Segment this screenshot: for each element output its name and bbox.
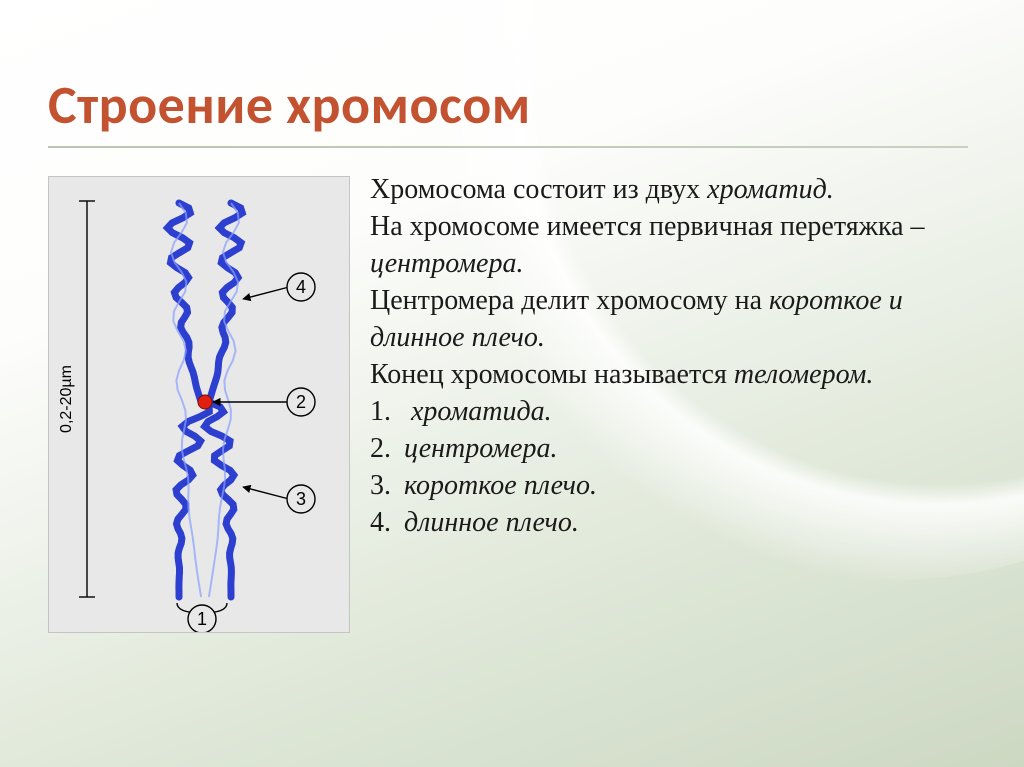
paragraph-3: Центромера делит хромосому на короткое и… — [370, 283, 980, 357]
legend-label: хроматида. — [411, 396, 552, 427]
description-text: Хромосома состоит из двух хроматид. На х… — [370, 172, 980, 542]
paragraph-1: Хромосома состоит из двух хроматид. — [370, 172, 980, 209]
svg-text:1: 1 — [197, 609, 207, 629]
paragraph-2: На хромосоме имеется первичная перетяжка… — [370, 209, 980, 283]
legend-list: 1. хроматида. 2.центромера. 3.короткое п… — [370, 394, 980, 542]
legend-label: короткое плечо. — [404, 470, 597, 501]
p3-plain: Центромера делит хромосому на — [370, 285, 769, 316]
paragraph-4: Конец хромосомы называется теломером. — [370, 357, 980, 394]
svg-text:3: 3 — [296, 489, 306, 509]
p1-term: хроматид. — [707, 174, 834, 205]
legend-label: центромера. — [404, 433, 557, 464]
legend-item-2: 2.центромера. — [370, 431, 980, 468]
legend-item-3: 3.короткое плечо. — [370, 468, 980, 505]
legend-num: 3. — [370, 468, 404, 505]
svg-text:4: 4 — [296, 277, 306, 297]
p2-plain: На хромосоме имеется первичная перетяжка… — [370, 211, 925, 242]
p2-term: центромера. — [370, 248, 523, 279]
p4-plain: Конец хромосомы называется — [370, 359, 734, 390]
chromosome-diagram: 0,2-20µm 1 2 3 4 — [48, 176, 350, 633]
chromosome-svg: 0,2-20µm 1 2 3 4 — [49, 177, 349, 632]
svg-text:2: 2 — [296, 392, 306, 412]
slide-title: Строение хромосом — [48, 72, 531, 138]
legend-num: 4. — [370, 505, 404, 542]
legend-item-1: 1. хроматида. — [370, 394, 980, 431]
p4-term: теломером. — [734, 359, 874, 390]
svg-text:0,2-20µm: 0,2-20µm — [58, 365, 75, 433]
p1-plain: Хромосома состоит из двух — [370, 174, 707, 205]
legend-item-4: 4.длинное плечо. — [370, 505, 980, 542]
title-underline — [48, 146, 968, 148]
legend-num: 1. — [370, 394, 404, 431]
legend-label: длинное плечо. — [404, 507, 579, 538]
legend-num: 2. — [370, 431, 404, 468]
